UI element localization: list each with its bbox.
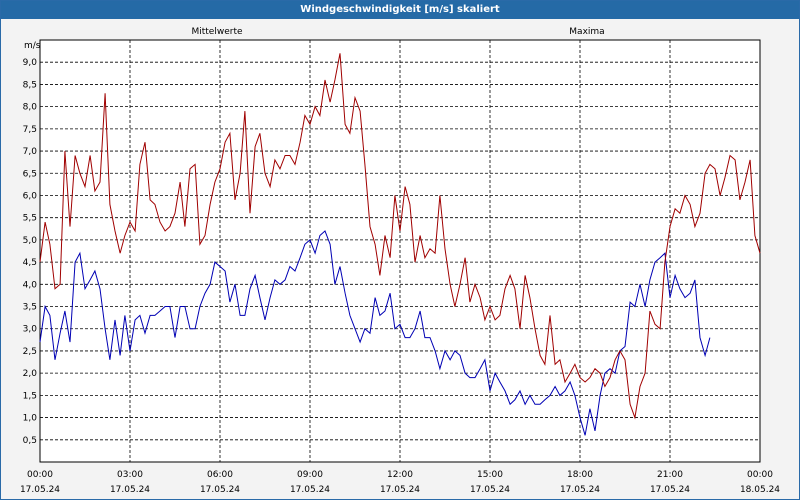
y-tick-label: 5,5 xyxy=(23,214,37,224)
y-axis-unit-label: m/s xyxy=(24,41,41,51)
x-tick-date: 17.05.24 xyxy=(110,485,150,495)
x-tick-date: 17.05.24 xyxy=(20,485,60,495)
x-tick-time: 12:00 xyxy=(387,470,413,480)
x-tick-time: 00:00 xyxy=(747,470,773,480)
y-tick-label: 1,0 xyxy=(23,414,38,424)
legend-maxima: Maxima xyxy=(569,27,604,37)
x-tick-date: 17.05.24 xyxy=(380,485,420,495)
y-tick-label: 9,0 xyxy=(23,58,38,68)
y-tick-label: 0,5 xyxy=(23,436,37,446)
x-tick-time: 06:00 xyxy=(207,470,233,480)
x-tick-time: 15:00 xyxy=(477,470,503,480)
x-tick-time: 03:00 xyxy=(117,470,143,480)
x-tick-time: 21:00 xyxy=(657,470,683,480)
y-tick-label: 6,0 xyxy=(23,191,38,201)
x-tick-date: 17.05.24 xyxy=(560,485,600,495)
legend-mittelwerte: Mittelwerte xyxy=(191,27,242,37)
x-tick-date: 17.05.24 xyxy=(650,485,690,495)
x-tick-date: 18.05.24 xyxy=(740,485,780,495)
y-tick-label: 7,0 xyxy=(23,147,38,157)
window-title: Windgeschwindigkeit [m/s] skaliert xyxy=(1,1,799,19)
x-tick-time: 18:00 xyxy=(567,470,593,480)
series-line-mittelwerte xyxy=(39,230,711,436)
y-tick-label: 8,5 xyxy=(23,80,37,90)
y-tick-label: 2,0 xyxy=(23,369,38,379)
x-tick-time: 09:00 xyxy=(297,470,323,480)
x-tick-date: 17.05.24 xyxy=(200,485,240,495)
x-tick-date: 17.05.24 xyxy=(290,485,330,495)
x-tick-time: 00:00 xyxy=(27,470,53,480)
y-tick-label: 2,5 xyxy=(23,347,37,357)
y-tick-label: 3,5 xyxy=(23,303,37,313)
x-tick-date: 17.05.24 xyxy=(470,485,510,495)
y-tick-label: 6,5 xyxy=(23,169,37,179)
y-tick-label: 4,0 xyxy=(23,280,38,290)
y-tick-label: 8,0 xyxy=(23,103,38,113)
y-tick-label: 1,5 xyxy=(23,391,37,401)
y-tick-label: 4,5 xyxy=(23,258,37,268)
y-tick-label: 3,0 xyxy=(23,325,38,335)
y-tick-label: 5,0 xyxy=(23,236,38,246)
series-line-maxima xyxy=(39,53,761,420)
y-tick-label: 7,5 xyxy=(23,125,37,135)
